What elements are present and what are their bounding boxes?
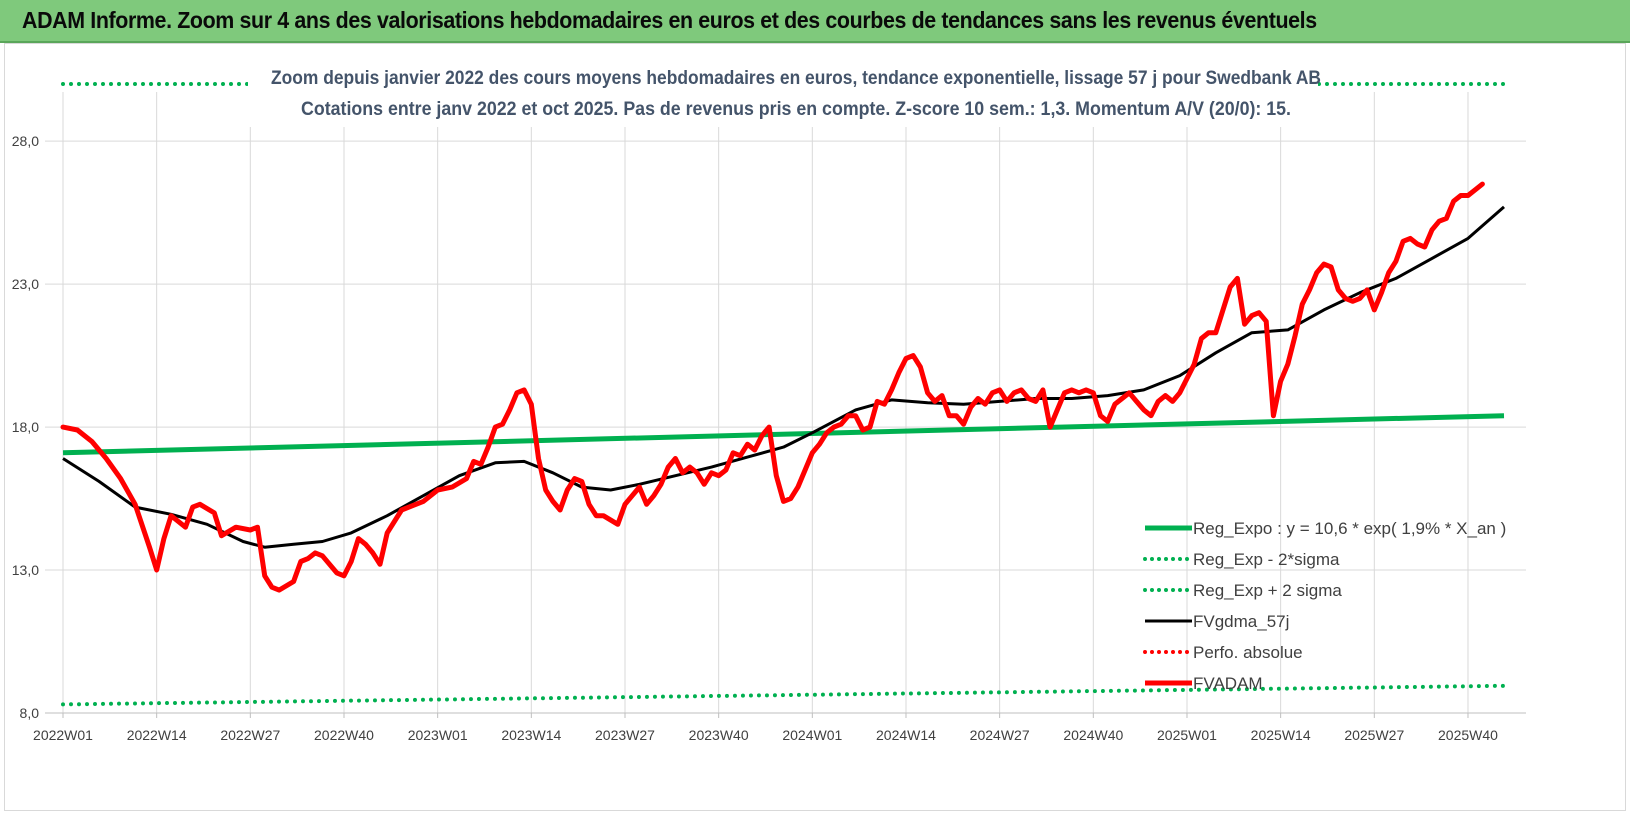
chart-title-background [248, 61, 1318, 127]
series-line-reg-expo [62, 413, 1505, 456]
legend-label: FVgdma_57j [1193, 612, 1289, 631]
axes: 8,0 13,0 18,0 23,0 28,0 2022W01 2022W14 2022W27… [12, 133, 1526, 743]
x-tick-label: 2025W01 [1157, 727, 1217, 743]
series-line-fvgdma-57j [62, 205, 1505, 549]
legend: Reg_Expo : y = 10,6 * exp( 1,9% * X_an )… [1143, 519, 1506, 693]
series [60, 82, 1506, 707]
legend-label: Reg_Exp - 2*sigma [1193, 550, 1340, 569]
x-tick-label: 2023W27 [595, 727, 655, 743]
chart-title-line-2: Cotations entre janv 2022 et oct 2025. P… [301, 99, 1291, 120]
x-tick-label: 2025W40 [1438, 727, 1498, 743]
header-bar: ADAM Informe. Zoom sur 4 ans des valoris… [0, 0, 1630, 43]
x-tick-label: 2024W27 [970, 727, 1030, 743]
series-line-fvadam [60, 181, 1485, 593]
x-tick-label: 2022W27 [220, 727, 280, 743]
y-tick-label: 8,0 [20, 705, 40, 721]
x-tick-label: 2022W14 [127, 727, 187, 743]
chart: 8,0 13,0 18,0 23,0 28,0 2022W01 2022W14 2022W27… [12, 61, 1526, 743]
x-tick-label: 2022W40 [314, 727, 374, 743]
y-tick-label: 18,0 [12, 419, 39, 435]
x-tick-label: 2025W27 [1344, 727, 1404, 743]
x-tick-label: 2024W40 [1063, 727, 1123, 743]
series-line-reg-exp-2-sigma [61, 683, 1506, 707]
x-tick-label: 2023W40 [689, 727, 749, 743]
x-tick-label: 2023W14 [501, 727, 561, 743]
chart-area: 8,0 13,0 18,0 23,0 28,0 2022W01 2022W14 2022W27… [4, 43, 1626, 811]
grid [45, 92, 1526, 714]
y-tick-label: 28,0 [12, 133, 39, 149]
page-title: ADAM Informe. Zoom sur 4 ans des valoris… [22, 7, 1317, 33]
legend-label: Perfo. absolue [1193, 643, 1303, 662]
x-tick-label: 2024W14 [876, 727, 936, 743]
x-tick-label: 2023W01 [408, 727, 468, 743]
legend-label: Reg_Expo : y = 10,6 * exp( 1,9% * X_an ) [1193, 519, 1506, 538]
x-tick-label: 2024W01 [782, 727, 842, 743]
y-tick-label: 23,0 [12, 276, 39, 292]
legend-label: Reg_Exp + 2 sigma [1193, 581, 1342, 600]
chart-title-line-1: Zoom depuis janvier 2022 des cours moyen… [271, 68, 1321, 89]
legend-label: FVADAM [1193, 674, 1263, 693]
x-tick-label: 2022W01 [33, 727, 93, 743]
x-tick-label: 2025W14 [1251, 727, 1311, 743]
y-tick-label: 13,0 [12, 562, 39, 578]
